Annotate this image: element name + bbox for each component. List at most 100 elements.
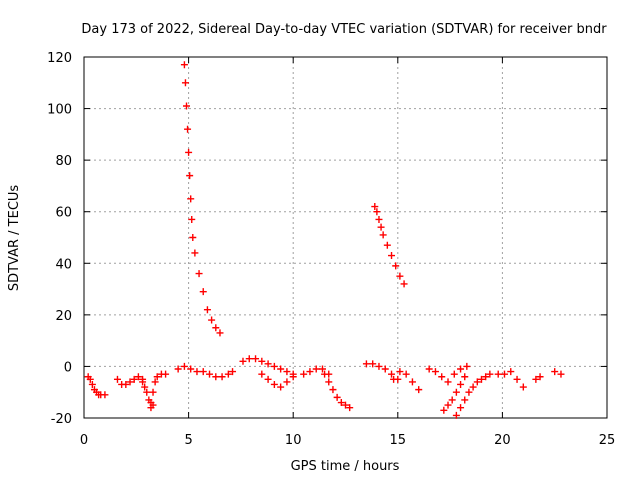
- data-point: [86, 375, 94, 383]
- data-point: [277, 365, 285, 373]
- y-axis-label: SDTVAR / TECUs: [7, 185, 22, 292]
- data-point: [375, 362, 383, 370]
- data-point: [143, 388, 151, 396]
- data-point: [400, 280, 408, 288]
- y-tick-label: 60: [55, 206, 72, 221]
- data-point: [212, 373, 220, 381]
- data-point: [186, 172, 194, 180]
- data-point: [195, 270, 203, 278]
- data-point: [203, 306, 211, 314]
- data-point: [325, 378, 333, 386]
- data-point: [500, 370, 508, 378]
- data-point: [362, 360, 370, 368]
- series-t17: [494, 368, 527, 391]
- data-point: [306, 368, 314, 376]
- data-point: [444, 378, 452, 386]
- data-point: [134, 373, 142, 381]
- series-t8: [258, 370, 297, 391]
- data-point: [379, 231, 387, 239]
- data-point: [333, 393, 341, 401]
- data-point: [425, 365, 433, 373]
- series-t16: [452, 370, 494, 419]
- data-point: [180, 362, 188, 370]
- y-tick-label: 40: [55, 257, 72, 272]
- data-point: [130, 375, 138, 383]
- x-tick-label: 25: [599, 433, 616, 448]
- data-point: [486, 370, 494, 378]
- data-point: [206, 370, 214, 378]
- data-point: [183, 102, 191, 110]
- data-point: [388, 252, 396, 260]
- data-point: [373, 208, 381, 216]
- data-point: [371, 203, 379, 211]
- data-point: [258, 370, 266, 378]
- series-t3: [139, 378, 157, 412]
- data-point: [187, 365, 195, 373]
- data-point: [408, 378, 416, 386]
- data-point: [113, 375, 121, 383]
- data-point: [381, 365, 389, 373]
- chart-title: Day 173 of 2022, Sidereal Day-to-day VTE…: [81, 22, 607, 37]
- data-point: [270, 380, 278, 388]
- data-point: [329, 386, 337, 394]
- y-tick-label: -20: [51, 412, 72, 427]
- data-point: [252, 355, 260, 363]
- data-point: [216, 329, 224, 337]
- series-t2: [113, 373, 147, 388]
- data-point: [415, 386, 423, 394]
- data-point: [473, 378, 481, 386]
- data-point: [457, 365, 465, 373]
- data-point: [337, 399, 345, 407]
- data-point: [369, 360, 377, 368]
- data-point: [383, 241, 391, 249]
- data-point: [346, 404, 354, 412]
- data-point: [141, 383, 149, 391]
- data-point: [224, 370, 232, 378]
- data-point: [212, 324, 220, 332]
- data-point: [184, 125, 192, 133]
- data-point: [149, 388, 157, 396]
- data-point: [388, 370, 396, 378]
- data-point: [300, 370, 308, 378]
- x-tick-label: 10: [285, 433, 302, 448]
- data-point: [461, 373, 469, 381]
- data-point: [264, 360, 272, 368]
- data-point: [218, 373, 226, 381]
- y-tick-label: 20: [55, 309, 72, 324]
- data-point: [551, 368, 559, 376]
- data-point: [318, 365, 326, 373]
- series-t18: [532, 373, 544, 383]
- x-tick-label: 5: [184, 433, 192, 448]
- data-point: [229, 368, 237, 376]
- data-point: [457, 404, 465, 412]
- y-tick-label: 80: [55, 154, 72, 169]
- series-t4: [147, 370, 170, 407]
- data-point: [448, 396, 456, 404]
- series-t5: [174, 362, 237, 381]
- series-t14: [425, 362, 471, 386]
- data-point: [239, 357, 247, 365]
- data-point: [461, 396, 469, 404]
- series-t15: [440, 373, 469, 414]
- y-tick-label: 0: [64, 360, 72, 375]
- data-point: [122, 380, 130, 388]
- data-point: [185, 148, 193, 156]
- data-point: [438, 373, 446, 381]
- data-point: [270, 362, 278, 370]
- series-t12: [371, 203, 408, 288]
- data-point: [147, 399, 155, 407]
- data-point: [88, 380, 96, 388]
- series-t7: [239, 355, 297, 378]
- data-point: [450, 370, 458, 378]
- data-point: [187, 195, 195, 203]
- data-point: [452, 388, 460, 396]
- data-point: [402, 370, 410, 378]
- data-point: [375, 215, 383, 223]
- tick-labels: 0 5 10 15 20 25 -20 0 20 40 60 80 100 120: [47, 51, 615, 448]
- series-t1: [84, 373, 109, 399]
- series-t13: [390, 368, 423, 394]
- series-t19: [551, 368, 565, 378]
- x-axis-label: GPS time / hours: [291, 459, 400, 474]
- data-point: [377, 223, 385, 231]
